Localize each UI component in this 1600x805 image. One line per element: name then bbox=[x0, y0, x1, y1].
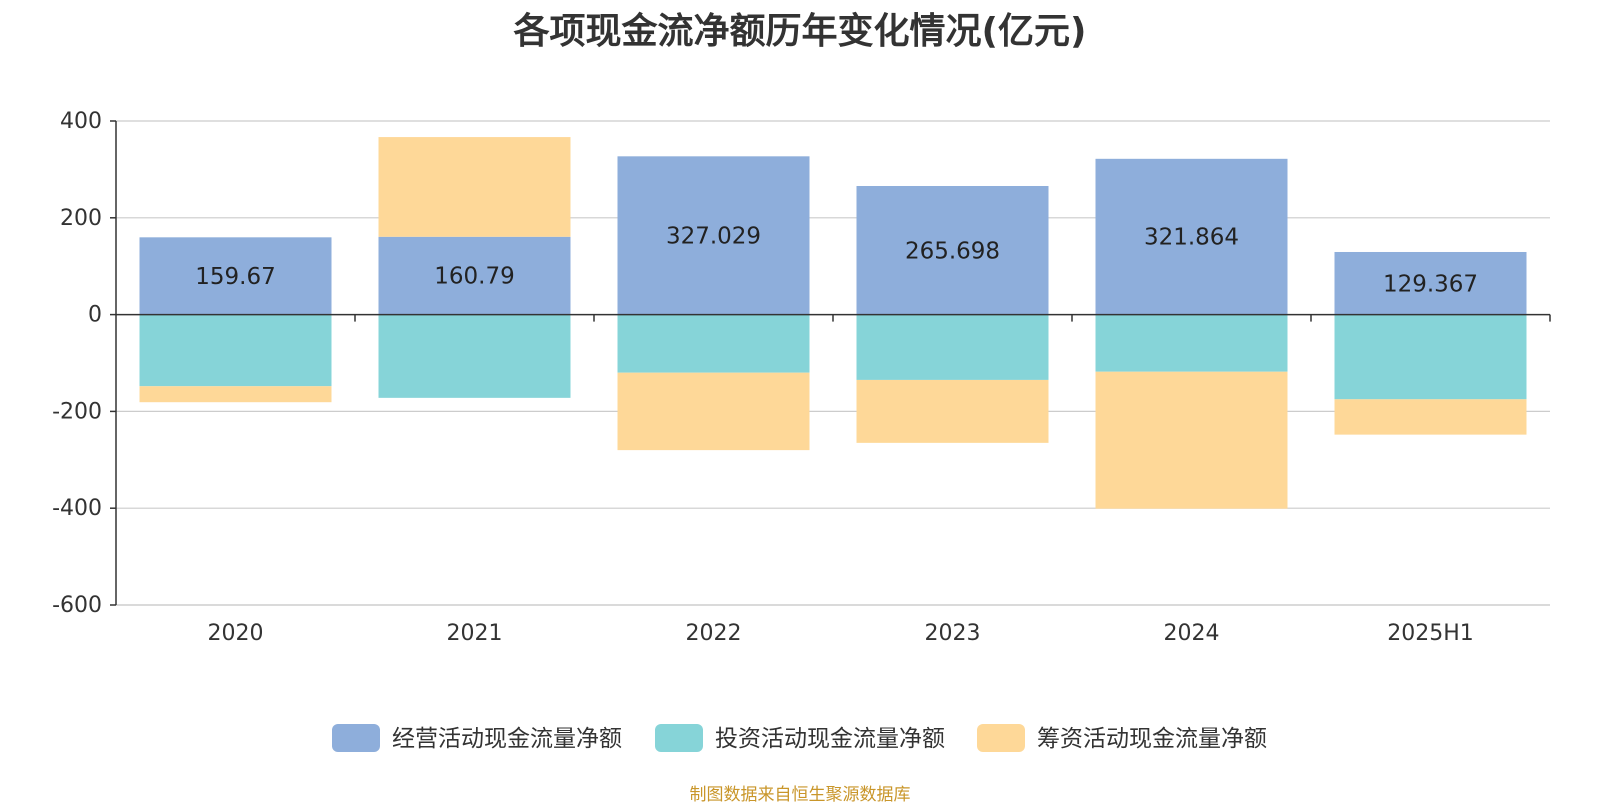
y-tick-label: 400 bbox=[60, 109, 102, 134]
bar-2024-series-1 bbox=[1095, 314, 1288, 372]
bar-2021-series-1 bbox=[378, 314, 571, 398]
bar-2024-series-0 bbox=[1095, 158, 1288, 315]
bar-2020-series-1 bbox=[139, 314, 332, 387]
legend-swatch bbox=[332, 724, 380, 752]
bar-2024-series-2 bbox=[1095, 371, 1288, 509]
legend[interactable]: 经营活动现金流量净额 投资活动现金流量净额 筹资活动现金流量净额 bbox=[332, 724, 1267, 752]
y-tick-label: -200 bbox=[52, 399, 102, 424]
bar-2022-series-0 bbox=[617, 156, 810, 315]
bar-2022-series-1 bbox=[617, 314, 810, 373]
data-labels: 159.67 160.79 327.029 265.698 321.864 129.367 bbox=[195, 223, 1478, 297]
bar-2025H1-series-1 bbox=[1334, 314, 1527, 400]
bar-2023-series-2 bbox=[856, 379, 1049, 443]
y-tick-label: -400 bbox=[52, 496, 102, 521]
bar-2022-series-2 bbox=[617, 372, 810, 451]
x-tick-label: 2023 bbox=[925, 621, 981, 646]
source-note: 制图数据来自恒生聚源数据库 bbox=[689, 785, 911, 805]
data-label: 159.67 bbox=[195, 264, 275, 290]
chart-title: 各项现金流净额历年变化情况(亿元) bbox=[513, 11, 1087, 52]
bar-2023-series-1 bbox=[856, 314, 1049, 380]
legend-label: 投资活动现金流量净额 bbox=[715, 726, 945, 752]
legend-label: 经营活动现金流量净额 bbox=[392, 726, 622, 752]
bar-2021-series-0 bbox=[378, 236, 571, 315]
data-label: 129.367 bbox=[1383, 271, 1478, 297]
bar-2025H1-series-2 bbox=[1334, 399, 1527, 435]
bars bbox=[139, 137, 1527, 509]
y-tick-label: 200 bbox=[60, 206, 102, 231]
bar-2020-series-2 bbox=[139, 386, 332, 403]
x-tick-label: 2025H1 bbox=[1387, 621, 1474, 646]
axes: 400 200 0 -200 -400 -600 2020 2021 2022 2023 2024 2… bbox=[52, 109, 1551, 646]
data-label: 321.864 bbox=[1144, 225, 1239, 251]
bar-2023-series-0 bbox=[856, 186, 1049, 315]
legend-swatch bbox=[977, 724, 1025, 752]
y-tick-label: 0 bbox=[88, 303, 102, 328]
bar-2020-series-0 bbox=[139, 237, 332, 315]
bar-2021-series-2 bbox=[378, 137, 571, 237]
legend-label: 筹资活动现金流量净额 bbox=[1037, 726, 1267, 752]
x-tick-label: 2021 bbox=[447, 621, 503, 646]
x-tick-label: 2024 bbox=[1164, 621, 1220, 646]
legend-swatch bbox=[655, 724, 703, 752]
x-tick-label: 2020 bbox=[208, 621, 264, 646]
bar-2025H1-series-0 bbox=[1334, 251, 1527, 315]
y-tick-label: -600 bbox=[52, 593, 102, 618]
grid-lines bbox=[116, 120, 1550, 606]
data-label: 265.698 bbox=[905, 238, 1000, 264]
data-label: 327.029 bbox=[666, 223, 761, 249]
x-tick-label: 2022 bbox=[686, 621, 742, 646]
data-label: 160.79 bbox=[434, 264, 514, 290]
